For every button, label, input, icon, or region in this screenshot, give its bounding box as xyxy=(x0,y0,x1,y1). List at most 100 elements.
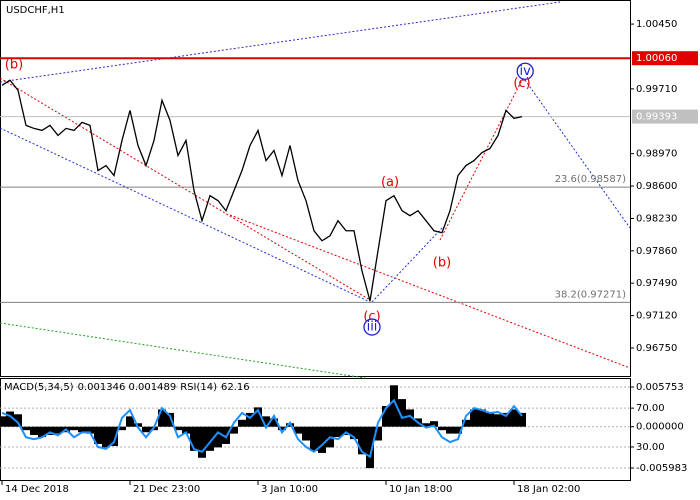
x-tick-label: 18 Jan 02:00 xyxy=(517,484,580,495)
macd-bar xyxy=(334,426,342,438)
macd-bar xyxy=(422,423,430,427)
macd-bar xyxy=(390,385,398,427)
macd-bar xyxy=(510,409,518,427)
macd-bar xyxy=(214,426,222,448)
macd-bar xyxy=(462,419,470,427)
line xyxy=(1,398,523,459)
macd-bar xyxy=(454,426,462,434)
macd-bar xyxy=(350,426,358,440)
y-tick-label: -0.005983 xyxy=(636,463,687,474)
macd-bar xyxy=(470,409,478,427)
fib-label: 23.6(0.98587) xyxy=(555,174,627,185)
macd-bar xyxy=(246,412,254,427)
macd-bar xyxy=(366,426,374,469)
wave-circle xyxy=(516,62,534,80)
y-tick-label: 30.00 xyxy=(636,442,665,453)
y-tick-label: 0.99710 xyxy=(636,84,677,95)
macd-bar xyxy=(102,426,110,448)
trend-line xyxy=(0,322,366,379)
macd-bar xyxy=(398,399,406,427)
wave-label: (b) xyxy=(5,58,23,73)
y-tick-label: 70.00 xyxy=(636,403,665,414)
x-tick-label: 3 Jan 10:00 xyxy=(261,484,318,495)
macd-bar xyxy=(6,411,14,427)
y-tick-label: 0.97860 xyxy=(636,246,677,257)
y-tick-label: 0.98970 xyxy=(636,149,677,160)
macd-bar xyxy=(518,412,526,427)
indicator-panel xyxy=(0,378,631,481)
x-tick-label: 14 Dec 2018 xyxy=(5,484,69,495)
macd-bar xyxy=(478,409,486,427)
macd-bar xyxy=(126,416,134,427)
wave-label: iv xyxy=(520,64,532,79)
indicator-current: 62.16 xyxy=(221,382,250,393)
price-level-label: 1.00060 xyxy=(636,53,677,64)
line xyxy=(1,79,523,302)
y-tick-label: 0.000000 xyxy=(636,422,684,433)
y-tick-label: 1.00450 xyxy=(636,19,677,30)
macd-bar xyxy=(406,409,414,427)
macd-bar xyxy=(254,407,262,427)
macd-bar xyxy=(190,426,198,451)
trend-line xyxy=(0,1,561,83)
trend-line xyxy=(371,227,443,303)
indicator-label: MACD(5,34,5) 0.001346 0.001489 RSI(14) 62.1… xyxy=(4,382,250,393)
macd-bar xyxy=(86,426,94,434)
macd-bar xyxy=(302,426,310,441)
trend-line xyxy=(524,79,631,229)
macd-bar xyxy=(262,416,270,427)
macd-bar xyxy=(94,426,102,444)
y-tick-label: 0.98600 xyxy=(636,181,677,192)
macd-bar xyxy=(14,414,22,427)
indicator-current: 0.001346 0.001489 xyxy=(78,382,177,393)
wave-circle xyxy=(363,318,381,336)
macd-bar xyxy=(446,426,454,434)
y-tick-label: 0.96750 xyxy=(636,343,677,354)
macd-bar xyxy=(206,426,214,451)
fib-label: 38.2(0.97271) xyxy=(555,289,627,300)
macd-bar xyxy=(70,426,78,431)
macd-bar xyxy=(494,414,502,427)
wave-label: iii xyxy=(367,320,378,335)
macd-bar xyxy=(22,426,30,431)
macd-bar xyxy=(38,426,46,438)
chart-title: USDCHF,H1 xyxy=(6,5,65,16)
macd-bar xyxy=(486,412,494,427)
macd-bar xyxy=(142,426,150,433)
indicator-name: MACD(5,34,5) xyxy=(4,382,74,393)
y-tick-label: 0.005753 xyxy=(636,382,684,393)
wave-label: (c) xyxy=(513,76,530,91)
macd-bar xyxy=(342,426,350,435)
macd-bar xyxy=(358,426,366,455)
macd-bar xyxy=(230,426,238,434)
macd-bar xyxy=(30,426,38,435)
macd-bar xyxy=(382,406,390,427)
price-panel xyxy=(0,0,631,377)
macd-bar xyxy=(46,426,54,435)
macd-bar xyxy=(430,421,438,427)
macd-bar xyxy=(286,423,294,427)
macd-bar xyxy=(310,426,318,451)
macd-bar xyxy=(78,426,86,433)
macd-bar xyxy=(294,426,302,434)
macd-bar xyxy=(374,426,382,441)
macd-bar xyxy=(0,416,6,427)
macd-bar xyxy=(54,426,62,434)
macd-bar xyxy=(158,409,166,427)
price-level-label: 0.99393 xyxy=(636,112,677,123)
price-level-box xyxy=(632,109,698,124)
x-tick-label: 21 Dec 23:00 xyxy=(133,484,200,495)
macd-bar xyxy=(198,426,206,458)
y-tick-label: 0.98230 xyxy=(636,213,677,224)
trend-line xyxy=(439,77,524,241)
macd-bar xyxy=(110,426,118,447)
macd-bar xyxy=(278,426,286,431)
macd-bar xyxy=(174,426,182,431)
macd-bar xyxy=(318,426,326,453)
macd-bar xyxy=(438,426,446,431)
macd-bar xyxy=(166,412,174,427)
macd-bar xyxy=(502,412,510,427)
indicator-name: RSI(14) xyxy=(180,382,217,393)
wave-label: (b) xyxy=(433,255,451,270)
